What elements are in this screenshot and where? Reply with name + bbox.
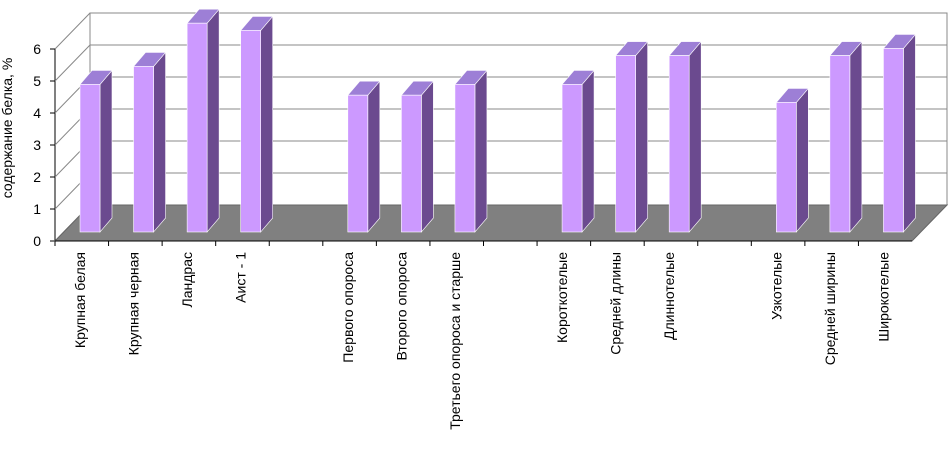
x-tick-label: Первого опороса — [340, 252, 356, 363]
x-tick-label: Средней длины — [608, 252, 624, 355]
bar — [347, 94, 369, 233]
bar — [186, 22, 208, 233]
bar-side — [688, 40, 702, 233]
bar — [454, 84, 476, 233]
x-tick-label: Третьего опороса и старше — [447, 252, 463, 430]
bar-side — [635, 40, 648, 233]
grid-line — [54, 12, 91, 50]
bar-side — [153, 51, 166, 233]
bar — [133, 66, 154, 233]
bar-side — [99, 69, 113, 233]
bar-side — [796, 87, 809, 233]
bar — [240, 30, 261, 233]
x-tick-label: Крупная белая — [72, 252, 88, 348]
bar-side — [903, 33, 916, 233]
bar — [883, 48, 904, 233]
bar-side — [206, 8, 220, 233]
bar-side — [367, 80, 381, 233]
bar-side — [474, 69, 488, 233]
y-tick-label: 4 — [33, 105, 41, 121]
bar — [615, 55, 636, 233]
x-tick-label: Второго опороса — [393, 252, 409, 361]
y-tick-label: 2 — [33, 169, 41, 185]
grid-line — [54, 44, 91, 82]
bar-side — [849, 40, 863, 233]
bar-side — [581, 69, 595, 233]
bar — [401, 94, 422, 233]
x-tick-label: Короткотелые — [554, 252, 570, 343]
x-tick-label: Крупная черная — [126, 252, 142, 355]
bar-side — [260, 15, 273, 233]
x-tick-label: Аист - 1 — [233, 252, 249, 303]
x-tick-label: Ландрас — [179, 252, 195, 307]
bar — [79, 84, 101, 233]
x-tick-label: Средней ширины — [822, 252, 838, 365]
bar — [668, 55, 690, 233]
y-tick-label: 1 — [33, 201, 41, 217]
bar-side — [421, 80, 434, 233]
x-tick-label: Узкотелые — [768, 252, 784, 320]
y-tick-label: 6 — [33, 41, 41, 57]
bar — [776, 102, 797, 233]
bar — [829, 55, 851, 233]
y-tick-label: 0 — [33, 233, 41, 249]
y-tick-label: 3 — [33, 137, 41, 153]
y-tick-label: 5 — [33, 73, 41, 89]
y-axis-label: содержание белка, % — [0, 58, 15, 199]
x-tick-label: Широкотелые — [875, 252, 891, 342]
bar — [561, 84, 583, 233]
x-tick-label: Длиннотелые — [661, 252, 677, 340]
